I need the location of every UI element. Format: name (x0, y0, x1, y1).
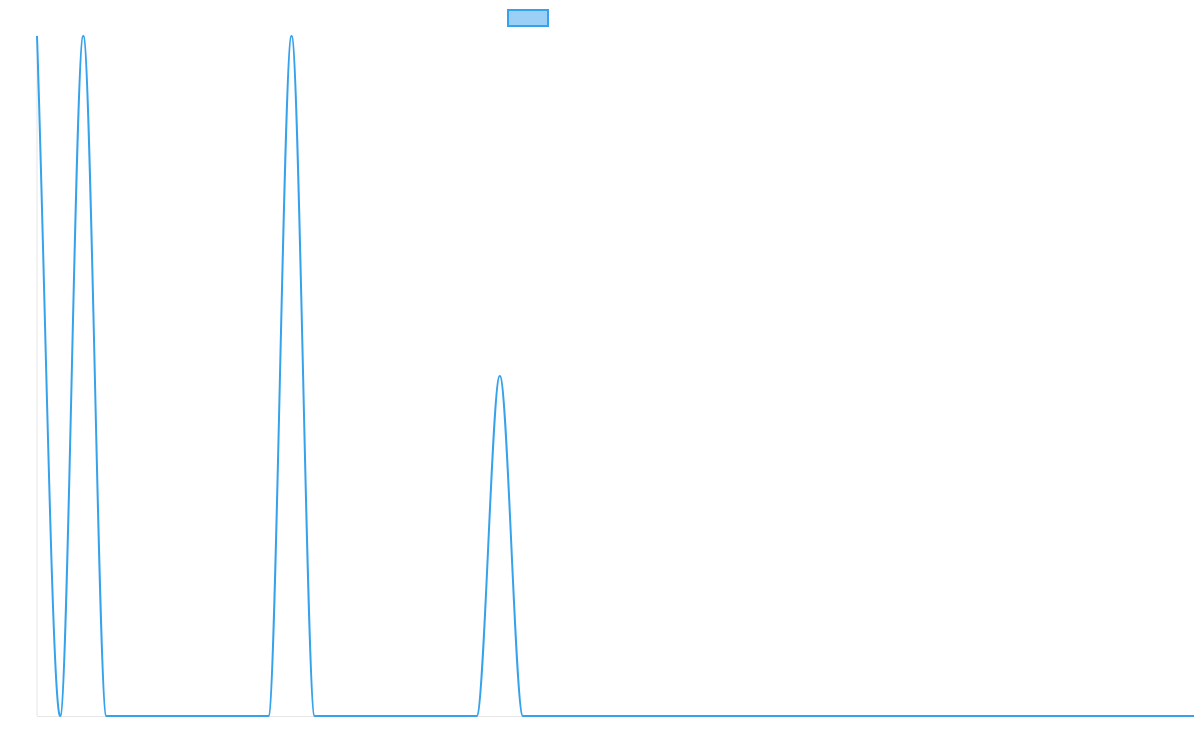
series-line (36, 35, 1194, 717)
axes (36, 35, 1194, 717)
legend-swatch[interactable] (507, 9, 549, 27)
series-layer (36, 35, 1194, 717)
legend[interactable] (507, 9, 549, 27)
